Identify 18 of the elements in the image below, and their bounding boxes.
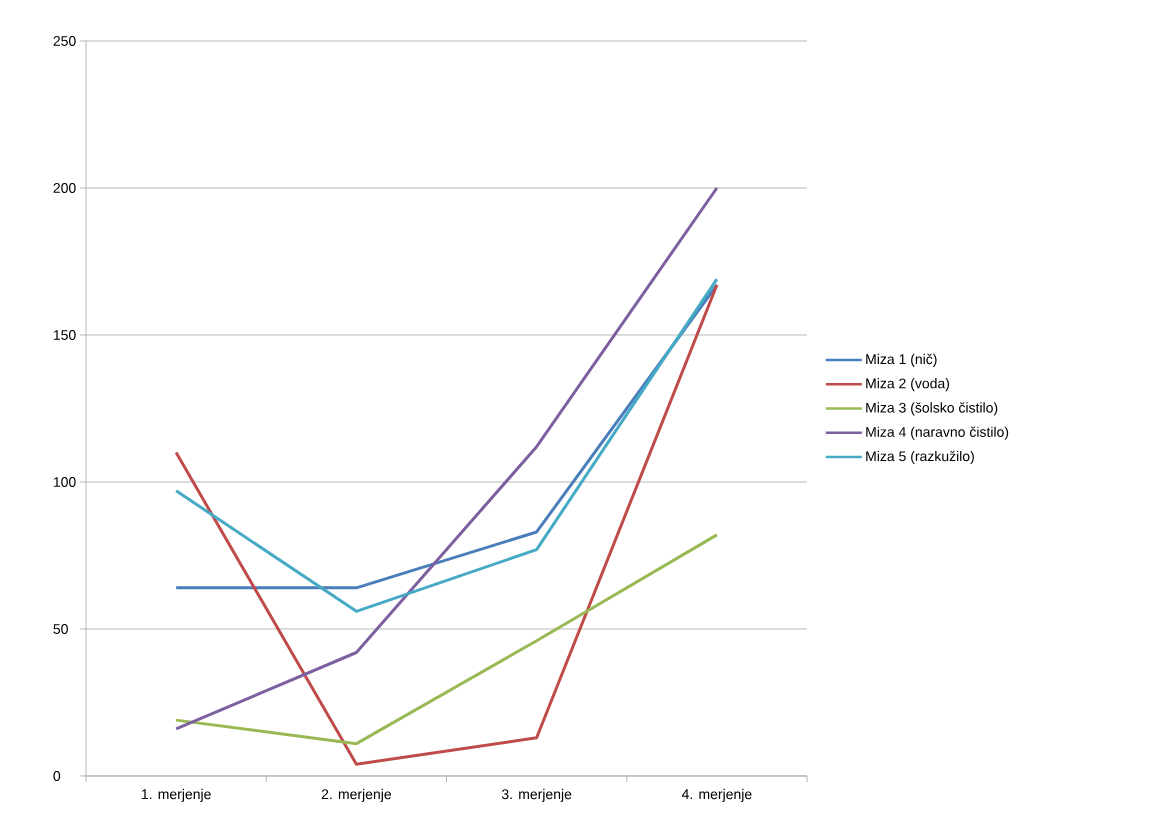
y-tick-label: 50	[53, 624, 68, 634]
x-tick-label: 4. merjenje	[681, 788, 752, 802]
y-tick-label: 200	[53, 183, 76, 193]
line-series	[174, 186, 719, 731]
legend-label: Miza 4 (naravno čistilo)	[866, 426, 1009, 440]
x-tick-label: 3. merjenje	[501, 788, 572, 802]
legend-label: Miza 5 (razkužilo)	[866, 450, 974, 464]
y-tick-label: 250	[53, 36, 76, 46]
x-tick-label: 2. merjenje	[321, 788, 392, 802]
y-tick-label: 100	[53, 477, 76, 487]
y-tick-label: 0	[53, 771, 61, 781]
legend-label: Miza 1 (nič)	[866, 353, 937, 367]
line-series	[174, 283, 719, 766]
line-series	[174, 533, 719, 746]
y-tick-label: 150	[53, 330, 76, 340]
legend-label: Miza 2 (voda)	[866, 378, 950, 392]
x-tick-label: 1. merjenje	[141, 788, 211, 802]
legend-label: Miza 3 (šolsko čistilo)	[866, 402, 998, 416]
